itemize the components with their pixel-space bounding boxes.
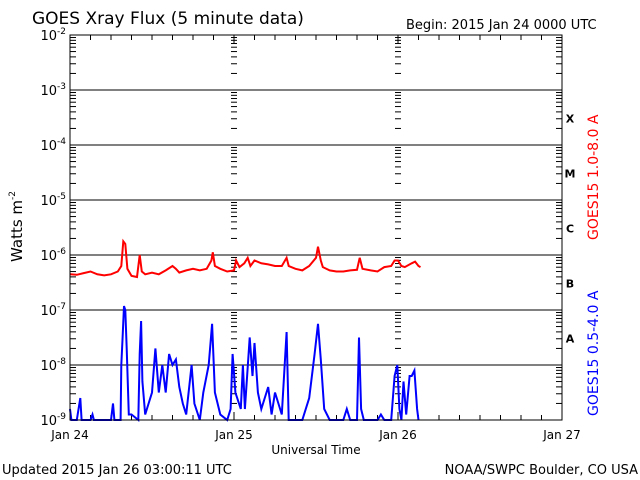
y-tick-label: 10-8 xyxy=(40,357,66,374)
y-tick-base: 10 xyxy=(40,304,57,319)
chart-title: GOES Xray Flux (5 minute data) xyxy=(32,9,304,29)
y-tick-base: 10 xyxy=(40,359,57,374)
flare-class-label: C xyxy=(566,223,574,236)
x-tick-label: Jan 24 xyxy=(50,428,89,442)
axis-ticks xyxy=(70,35,562,420)
y-tick-base: 10 xyxy=(40,414,57,429)
y-axis-label-text: Watts m xyxy=(8,200,26,262)
legend-long-channel: GOES15 1.0-8.0 A xyxy=(586,114,602,240)
x-tick-label: Jan 25 xyxy=(214,428,253,442)
y-axis-label-sup: -2 xyxy=(8,191,18,200)
flare-class-label: A xyxy=(566,333,575,346)
x-tick-label: Jan 26 xyxy=(378,428,417,442)
flare-class-labels: X M C B A xyxy=(565,113,576,346)
y-tick-label: 10-5 xyxy=(40,192,66,209)
y-tick-exponent: -4 xyxy=(57,137,66,147)
y-tick-labels: 10-210-310-410-510-610-710-810-9 xyxy=(40,27,66,429)
flare-class-label: M xyxy=(565,168,576,181)
begin-label: Begin: 2015 Jan 24 0000 UTC xyxy=(406,18,597,33)
legend-short-channel: GOES15 0.5-4.0 A xyxy=(586,290,602,416)
grid-lines xyxy=(70,89,562,366)
series-line-long-channel xyxy=(69,238,421,279)
y-tick-base: 10 xyxy=(40,249,57,264)
y-tick-label: 10-9 xyxy=(40,412,66,429)
y-axis-label: Watts m-2 xyxy=(8,191,26,262)
y-tick-base: 10 xyxy=(40,84,57,99)
y-tick-exponent: -8 xyxy=(57,357,66,367)
x-tick-label: Jan 27 xyxy=(542,428,581,442)
flare-class-label: X xyxy=(566,113,575,126)
flare-class-label: B xyxy=(566,278,574,291)
series-line-short-channel xyxy=(69,305,420,423)
y-tick-base: 10 xyxy=(40,139,57,154)
plot-frame xyxy=(69,34,563,421)
y-tick-base: 10 xyxy=(40,194,57,209)
footer-updated: Updated 2015 Jan 26 03:00:11 UTC xyxy=(2,463,232,478)
x-axis-label: Universal Time xyxy=(271,443,360,457)
y-tick-label: 10-2 xyxy=(40,27,66,44)
y-tick-exponent: -9 xyxy=(57,412,66,422)
y-tick-exponent: -7 xyxy=(57,302,66,312)
y-tick-label: 10-7 xyxy=(40,302,66,319)
y-tick-exponent: -2 xyxy=(57,27,66,37)
y-tick-label: 10-4 xyxy=(40,137,66,154)
x-tick-labels: Jan 24 Jan 25 Jan 26 Jan 27 xyxy=(50,428,581,442)
y-tick-exponent: -3 xyxy=(57,82,66,92)
y-tick-base: 10 xyxy=(40,29,57,44)
series-lines xyxy=(69,238,421,423)
y-tick-label: 10-6 xyxy=(40,247,66,264)
y-tick-exponent: -5 xyxy=(57,192,66,202)
y-tick-exponent: -6 xyxy=(57,247,66,257)
y-tick-label: 10-3 xyxy=(40,82,66,99)
footer-source: NOAA/SWPC Boulder, CO USA xyxy=(445,463,638,478)
